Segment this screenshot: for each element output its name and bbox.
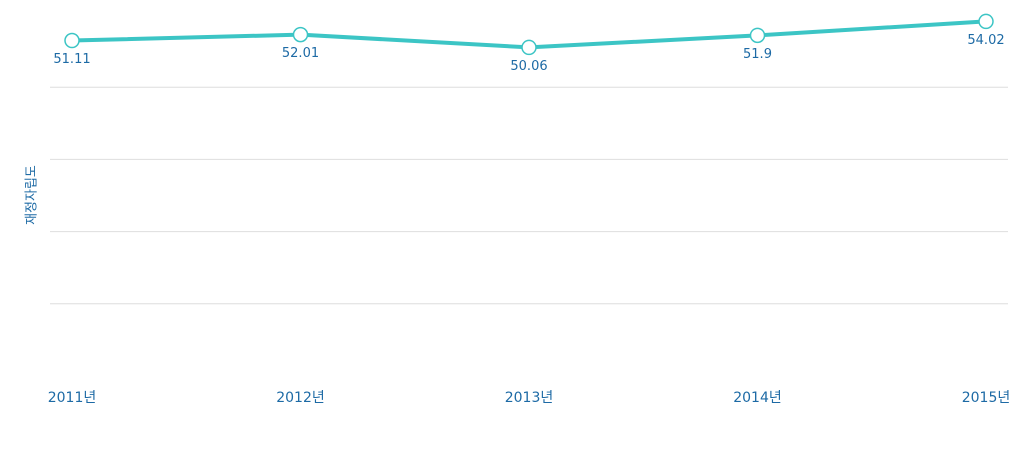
x-tick-label: 2015년 [962, 390, 1011, 406]
x-tick-label: 2012년 [276, 390, 325, 406]
y-axis-label: 재정자립도 [25, 165, 40, 225]
point [292, 26, 309, 43]
x-tick-label: 2014년 [733, 390, 782, 406]
x-tick-label: 2013년 [505, 390, 554, 406]
point [978, 13, 994, 30]
x-tick-label: 2011년 [48, 390, 97, 406]
value-label: 52.01 [282, 46, 319, 61]
value-label: 51.11 [53, 52, 90, 67]
point [749, 27, 766, 44]
value-label: 51.9 [743, 47, 772, 62]
value-label: 54.02 [967, 33, 1004, 48]
point [521, 39, 537, 56]
value-label: 50.06 [510, 59, 547, 74]
point [64, 32, 80, 49]
